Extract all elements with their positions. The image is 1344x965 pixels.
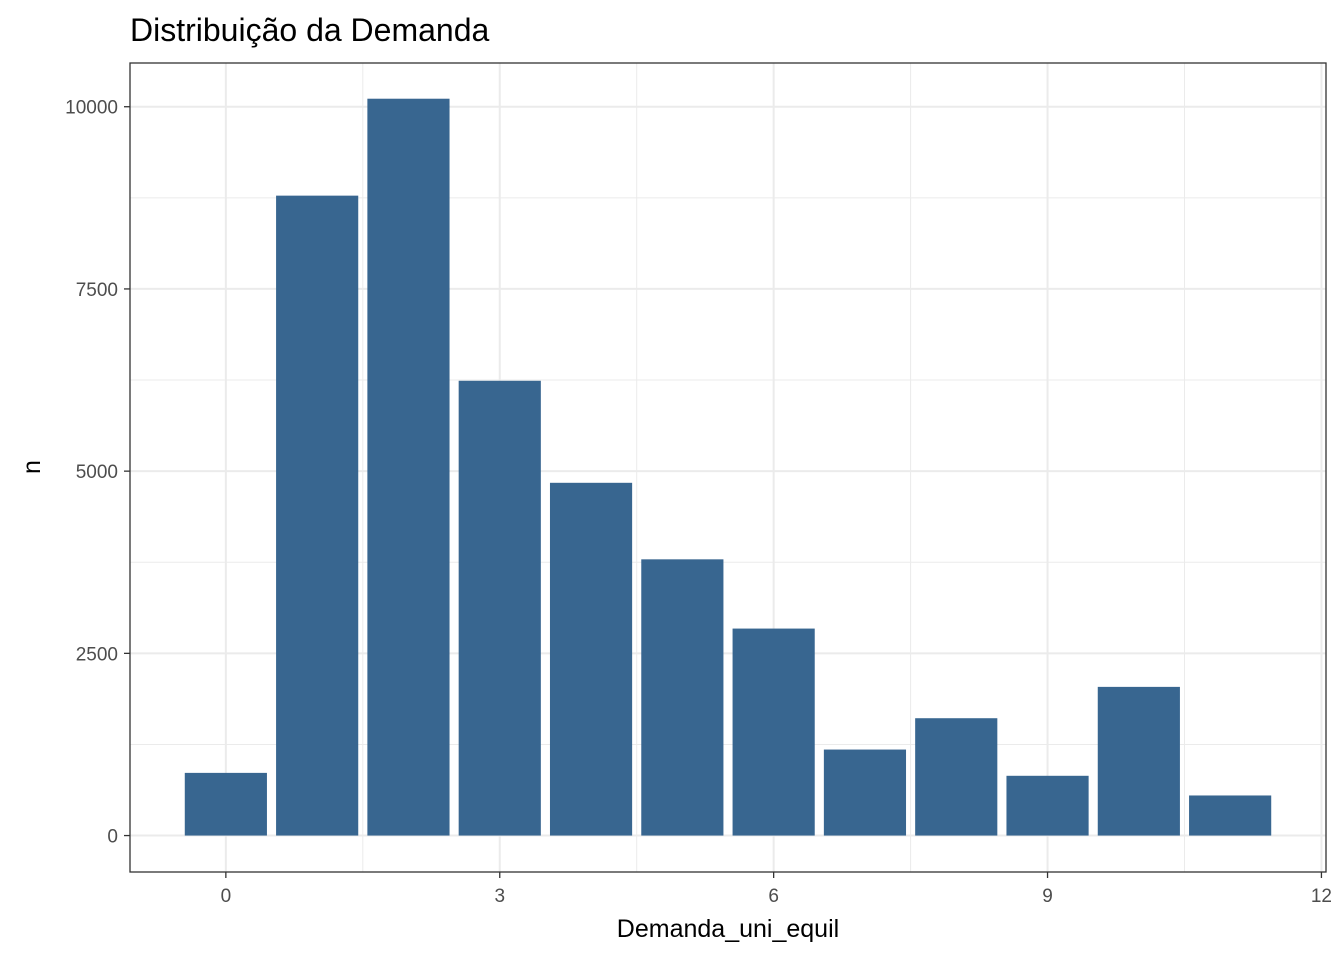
x-axis: 0 3 6 9 12: [221, 872, 1332, 907]
bar-6: [732, 628, 815, 836]
x-tick-label: 0: [221, 886, 232, 907]
y-tick-label: 5000: [76, 462, 118, 483]
bar-1: [276, 195, 359, 836]
y-axis-title: n: [18, 460, 46, 474]
bar-11: [1189, 795, 1272, 836]
y-tick-label: 2500: [76, 644, 118, 665]
x-tick-label: 3: [494, 886, 505, 907]
bar-7: [823, 749, 907, 836]
bar-10: [1097, 686, 1180, 836]
bar-4: [549, 482, 633, 836]
chart-title: Distribuição da Demanda: [130, 12, 490, 48]
bars: [184, 98, 1272, 836]
y-axis: 0 2500 5000 7500 10000: [65, 98, 130, 848]
bar-8: [915, 718, 998, 836]
y-tick-label: 0: [107, 827, 118, 848]
bar-3: [458, 380, 541, 836]
bar-2: [367, 98, 450, 836]
x-tick-label: 12: [1311, 886, 1332, 907]
x-tick-label: 9: [1042, 886, 1053, 907]
x-tick-label: 6: [768, 886, 779, 907]
y-tick-label: 7500: [76, 280, 118, 301]
y-tick-label: 10000: [65, 98, 118, 119]
bar-5: [641, 559, 724, 836]
bar-0: [184, 772, 267, 836]
x-axis-title: Demanda_uni_equil: [617, 915, 839, 943]
bar-9: [1006, 775, 1089, 836]
plot-panel-border: [129, 62, 1327, 873]
